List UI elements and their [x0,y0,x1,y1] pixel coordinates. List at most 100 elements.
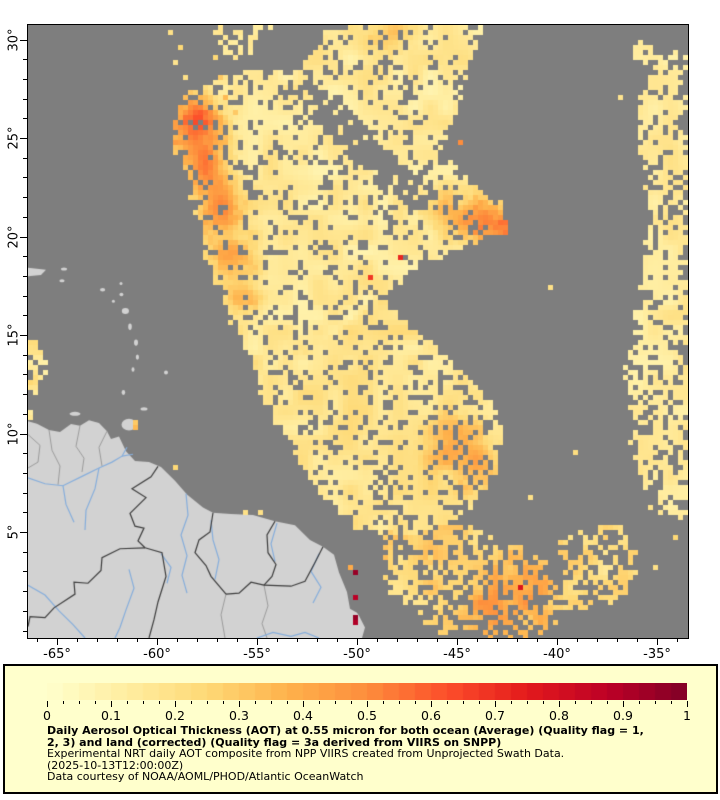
y-axis-tick [23,630,27,632]
colorbar-tick [319,701,320,704]
x-axis-tick [497,638,498,642]
y-axis-tick [23,118,27,120]
x-axis-tick [477,638,478,642]
colorbar-tick [559,701,560,707]
y-axis-tick [23,610,27,612]
x-axis-tick [317,638,318,642]
caption-title-line2: 2, 3) and land (corrected) (Quality flag… [47,735,502,749]
colorbar-tick-label: 0 [43,708,51,723]
x-axis-tick [637,638,638,642]
colorbar-tick [543,701,544,704]
y-axis-tick [23,216,27,218]
colorbar-tick [287,701,288,704]
y-axis-tick [23,157,27,159]
y-axis-tick [20,236,27,238]
x-axis-tick [37,638,38,642]
colorbar-tick [479,701,480,704]
y-tick-label: 30° [6,28,22,52]
y-axis-tick [23,78,27,80]
x-axis-tick [357,638,358,645]
y-axis-tick [20,335,27,337]
colorbar-tick [431,701,432,707]
y-tick-label: 15° [6,323,22,347]
colorbar-tick [415,701,416,704]
caption-description: Experimental NRT daily AOT composite fro… [47,747,565,761]
colorbar-tick [383,701,384,704]
colorbar-tick [367,701,368,707]
y-axis-tick [23,492,27,494]
y-axis-tick [23,453,27,455]
y-tick-label: 10° [6,422,22,446]
y-axis-tick [23,315,27,317]
x-axis-tick [557,638,558,645]
y-axis-tick [20,138,27,140]
colorbar-tick-label: 0.9 [613,708,633,723]
x-tick-label: -50° [343,647,371,662]
colorbar-tick [655,701,656,704]
x-axis-tick [237,638,238,642]
caption-title-line1: Daily Aerosol Optical Thickness (AOT) at… [47,724,644,737]
colorbar-tick [271,701,272,704]
x-axis-tick [397,638,398,642]
colorbar-tick [111,701,112,707]
colorbar-tick [191,701,192,704]
colorbar-tick [95,701,96,704]
x-axis-tick [577,638,578,642]
x-axis-tick [597,638,598,642]
colorbar-tick [47,701,48,707]
colorbar-tick-label: 1 [683,708,691,723]
x-tick-label: -35° [643,647,671,662]
y-axis-tick [23,177,27,179]
colorbar-tick-label: 0.4 [293,708,313,723]
x-axis-tick [277,638,278,642]
caption-timestamp: (2025-10-13T12:00:00Z) [47,758,184,772]
colorbar-tick-label: 0.1 [101,708,121,723]
x-axis-tick [137,638,138,642]
colorbar-tick-label: 0.8 [549,708,569,723]
x-axis-tick [657,638,658,645]
colorbar-tick-label: 0.3 [229,708,249,723]
caption-credit: Data courtesy of NOAA/AOML/PHOD/Atlantic… [47,770,364,784]
colorbar-tick [463,701,464,704]
x-tick-label: -65° [43,647,71,662]
x-axis-tick [297,638,298,642]
colorbar-tick [623,701,624,707]
x-axis-tick [377,638,378,642]
x-axis-tick [457,638,458,645]
y-axis-tick [23,275,27,277]
x-axis-tick [197,638,198,642]
colorbar-tick [207,701,208,704]
y-axis-tick [20,39,27,41]
colorbar [47,683,687,700]
y-tick-label: 20° [6,225,22,249]
colorbar-tick [79,701,80,704]
x-axis-tick [177,638,178,642]
x-axis-tick [337,638,338,642]
y-axis-tick [23,394,27,396]
x-axis-tick [57,638,58,645]
x-axis-tick [417,638,418,642]
colorbar-tick [687,701,688,707]
colorbar-tick-label: 0.6 [421,708,441,723]
x-axis-tick [77,638,78,642]
y-axis-tick [23,98,27,100]
x-axis-tick [217,638,218,642]
colorbar-tick [127,701,128,704]
y-axis-tick [23,472,27,474]
caption-block: Daily Aerosol Optical Thickness (AOT) at… [47,725,644,783]
x-axis-tick [117,638,118,642]
y-axis-tick [23,512,27,514]
y-tick-label: 25° [6,126,22,150]
y-axis-tick [23,571,27,573]
colorbar-tick [591,701,592,704]
y-axis-tick [20,433,27,435]
y-axis-tick [23,374,27,376]
colorbar-tick [63,701,64,704]
colorbar-tick [671,701,672,704]
colorbar-tick [447,701,448,704]
x-tick-label: -55° [243,647,271,662]
colorbar-tick [351,701,352,704]
colorbar-tick [511,701,512,704]
colorbar-tick [143,701,144,704]
